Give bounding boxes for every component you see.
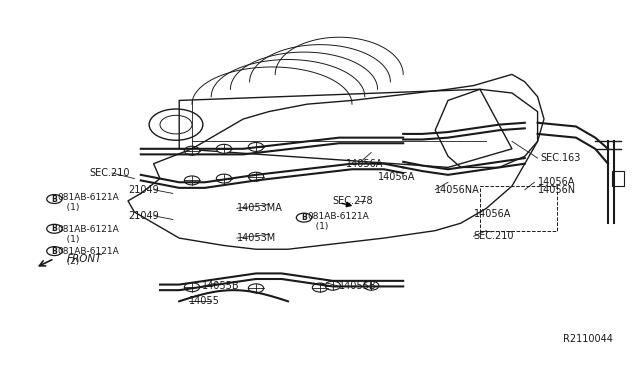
Circle shape bbox=[47, 224, 62, 233]
Text: B: B bbox=[52, 195, 57, 203]
Circle shape bbox=[364, 281, 379, 290]
Text: FRONT: FRONT bbox=[67, 254, 102, 263]
Text: SEC.210: SEC.210 bbox=[90, 168, 130, 178]
Text: 14056A: 14056A bbox=[378, 172, 415, 182]
Text: B: B bbox=[301, 213, 307, 222]
Text: 081AB-6121A
   (1): 081AB-6121A (1) bbox=[307, 212, 369, 231]
Text: 14056A: 14056A bbox=[474, 209, 511, 219]
Circle shape bbox=[325, 281, 340, 290]
Text: 081AB-6121A
   (2): 081AB-6121A (2) bbox=[58, 247, 119, 266]
Text: 14056A: 14056A bbox=[538, 177, 575, 187]
Circle shape bbox=[216, 174, 232, 183]
Text: 21049: 21049 bbox=[128, 185, 159, 195]
Text: 081AB-6121A
   (1): 081AB-6121A (1) bbox=[58, 193, 119, 212]
Text: B: B bbox=[52, 224, 57, 233]
Text: 14056NA: 14056NA bbox=[435, 185, 480, 195]
Text: 21049: 21049 bbox=[128, 211, 159, 221]
Polygon shape bbox=[612, 171, 624, 186]
Circle shape bbox=[184, 283, 200, 292]
Circle shape bbox=[248, 142, 264, 151]
Text: 14055B: 14055B bbox=[339, 282, 377, 291]
Text: SEC.163: SEC.163 bbox=[541, 153, 581, 163]
Text: R2110044: R2110044 bbox=[563, 334, 613, 343]
Text: 081AB-6121A
   (1): 081AB-6121A (1) bbox=[58, 225, 119, 244]
Text: B: B bbox=[52, 247, 57, 256]
Circle shape bbox=[248, 284, 264, 293]
Text: 14055: 14055 bbox=[189, 296, 220, 306]
Circle shape bbox=[296, 213, 312, 222]
Circle shape bbox=[47, 247, 62, 256]
Circle shape bbox=[47, 195, 62, 203]
Text: 14053MA: 14053MA bbox=[237, 203, 283, 213]
Circle shape bbox=[312, 283, 328, 292]
Text: 14053M: 14053M bbox=[237, 233, 276, 243]
Circle shape bbox=[216, 144, 232, 153]
Text: 14056N: 14056N bbox=[538, 185, 576, 195]
Text: 14055B: 14055B bbox=[202, 282, 239, 291]
Text: 14056A: 14056A bbox=[346, 159, 383, 169]
Circle shape bbox=[248, 172, 264, 181]
Text: SEC.210: SEC.210 bbox=[474, 231, 514, 241]
Circle shape bbox=[184, 146, 200, 155]
Text: SEC.278: SEC.278 bbox=[333, 196, 373, 206]
Circle shape bbox=[184, 176, 200, 185]
